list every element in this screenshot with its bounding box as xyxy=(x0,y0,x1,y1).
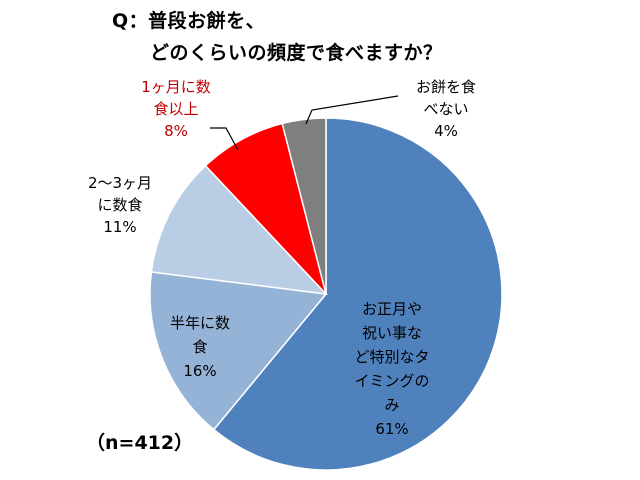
slice-label-text: 半年に数 xyxy=(170,314,230,332)
slice-label-text: お餅を食 xyxy=(416,78,476,96)
pie-slice-monthly xyxy=(204,122,327,295)
slice-label-text: イミングの xyxy=(354,372,429,390)
slice-label-text: べない xyxy=(423,100,468,118)
pie-slice-special-occasions xyxy=(212,117,503,471)
slice-label-text: 食 xyxy=(192,338,207,356)
chart-title-line-2: どのくらいの頻度で食べますか？ xyxy=(150,42,443,64)
slice-label-text: 1ヶ月に数 xyxy=(141,78,211,96)
slice-label-text: に数食 xyxy=(97,196,142,214)
slice-label-text: 祝い事な xyxy=(362,324,422,342)
leader-line-never xyxy=(305,95,399,125)
slice-value-label: 8% xyxy=(164,122,188,140)
chart-title-line-1: Q：普段お餅を、 xyxy=(112,10,266,32)
pie-slice-two-three-months xyxy=(150,164,328,296)
pie-slice-half-year xyxy=(149,271,328,431)
leader-line-monthly xyxy=(210,127,239,151)
slice-value-label: 16% xyxy=(183,362,216,380)
slice-label-text: 2〜3ヶ月 xyxy=(88,174,152,192)
slice-label-text: お正月や xyxy=(362,300,422,318)
slice-value-label: 61% xyxy=(375,420,408,438)
chart-title: Q：普段お餅を、 どのくらいの頻度で食べますか？ xyxy=(0,0,640,76)
slice-label-text: ど特別なタ xyxy=(354,348,429,366)
slice-value-label: 4% xyxy=(434,122,458,140)
slice-label-text: み xyxy=(384,396,399,414)
slice-label-text: 食以上 xyxy=(153,100,198,118)
pie-slice-never xyxy=(281,117,327,295)
slice-value-label: 11% xyxy=(103,218,136,236)
sample-size-label: （n=412） xyxy=(86,432,194,454)
